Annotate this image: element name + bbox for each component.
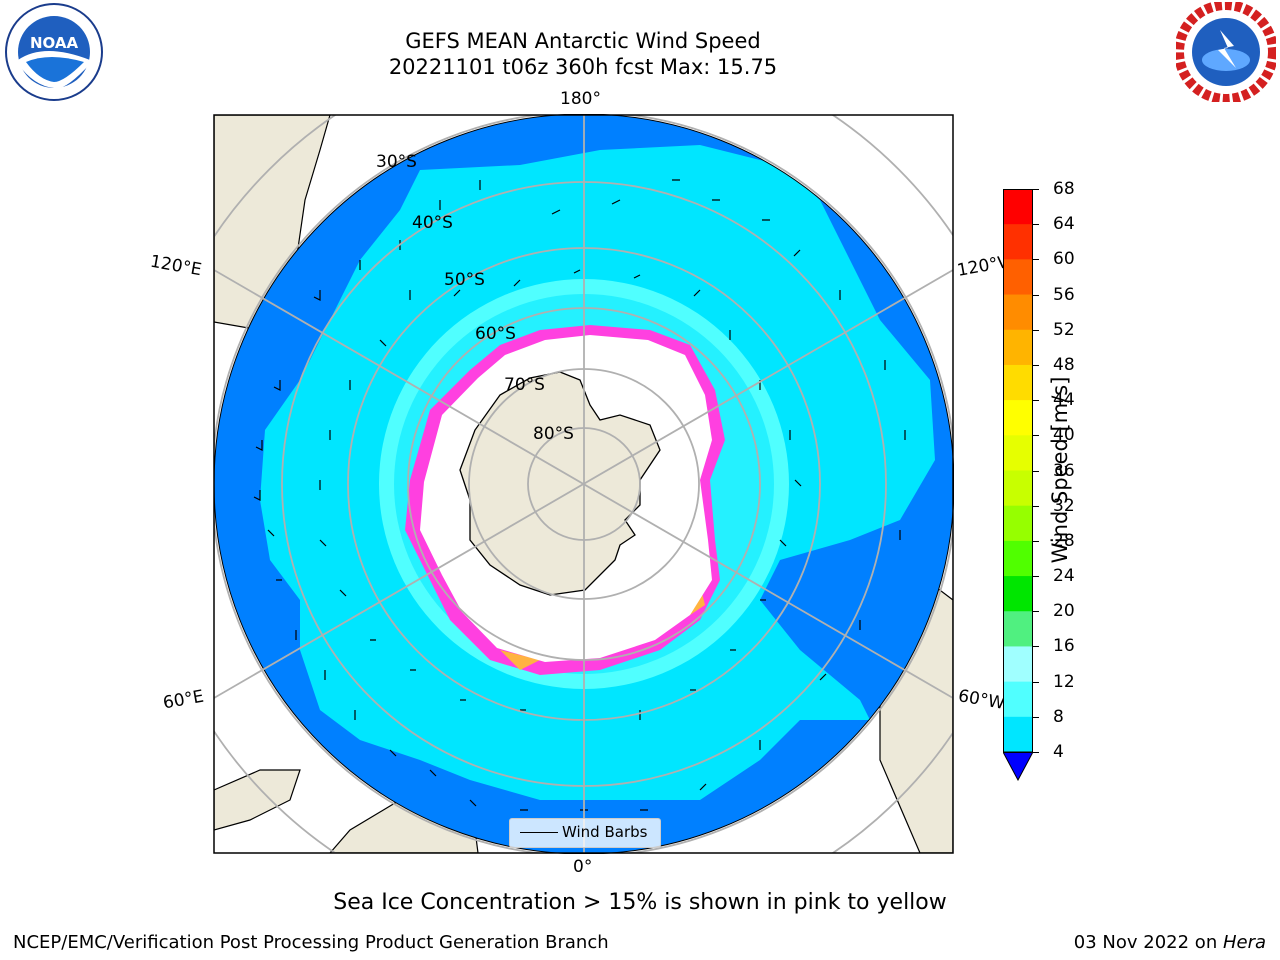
colorbar-tick-label: 32 (1053, 495, 1075, 516)
colorbar-segment (1003, 294, 1033, 331)
colorbar-segment (1003, 646, 1033, 683)
lat-label-30s: 30°S (376, 152, 417, 172)
colorbar-tick-label: 68 (1053, 179, 1075, 199)
colorbar-tick-label: 12 (1053, 671, 1075, 692)
colorbar-tick-mark (1033, 364, 1039, 366)
colorbar-tick-mark (1033, 259, 1039, 261)
colorbar-tick-mark (1033, 752, 1039, 753)
colorbar-segment (1003, 435, 1033, 471)
colorbar-tick-label: 64 (1053, 214, 1075, 235)
colorbar-segment (1003, 364, 1033, 401)
colorbar-tick-mark (1033, 189, 1039, 190)
legend-label: Wind Barbs (562, 823, 648, 841)
colorbar-segment (1003, 716, 1033, 753)
sea-ice-caption: Sea Ice Concentration > 15% is shown in … (333, 890, 947, 915)
wind-barbs-legend: Wind Barbs (509, 818, 661, 848)
svg-text:NOAA: NOAA (30, 34, 79, 52)
colorbar-segment (1003, 470, 1033, 507)
colorbar-tick-label: 36 (1053, 460, 1075, 481)
colorbar-segment (1003, 400, 1033, 436)
colorbar-segment (1003, 505, 1033, 542)
colorbar-tick-label: 24 (1053, 566, 1075, 587)
footer-date-text: 03 Nov 2022 on (1073, 932, 1223, 953)
colorbar-tick-label: 44 (1053, 390, 1075, 411)
lon-label-60e: 60°E (161, 686, 206, 714)
colorbar-tick-label: 40 (1053, 425, 1075, 446)
map-subtitle: 20221101 t06z 360h fcst Max: 15.75 (388, 55, 778, 79)
legend-line-icon (520, 832, 558, 833)
colorbar-tick-label: 20 (1053, 601, 1075, 622)
colorbar-extend-triangle (1002, 751, 1034, 782)
colorbar-tick-label: 8 (1053, 706, 1064, 727)
footer-branch: NCEP/EMC/Verification Post Processing Pr… (13, 932, 609, 953)
colorbar-tick-mark (1033, 435, 1039, 437)
antarctica-land (459, 371, 661, 596)
colorbar-tick-mark (1033, 294, 1039, 296)
colorbar-tick-label: 16 (1053, 636, 1075, 657)
lon-label-60w: 60°W (956, 686, 1007, 714)
colorbar-segment (1003, 576, 1033, 612)
lat-label-70s: 70°S (504, 375, 545, 395)
colorbar (1002, 189, 1034, 782)
colorbar-tick-label: 52 (1053, 319, 1075, 340)
colorbar-segment (1003, 224, 1033, 260)
colorbar-tick-label: 28 (1053, 530, 1075, 551)
colorbar-tick-label: 48 (1053, 354, 1075, 375)
lat-label-40s: 40°S (412, 213, 453, 233)
colorbar-tick-mark (1033, 329, 1039, 331)
lon-label-120e: 120°E (148, 251, 204, 281)
colorbar-tick-mark (1033, 400, 1039, 402)
colorbar-label: Wind Speed [m/s] (1048, 376, 1072, 564)
graticule (214, 115, 953, 853)
colorbar-tick-mark (1033, 576, 1039, 578)
colorbar-tick-label: 56 (1053, 284, 1075, 305)
colorbar-tick-mark (1033, 716, 1039, 718)
colorbar-segment (1003, 611, 1033, 647)
lat-label-60s: 60°S (475, 324, 516, 344)
footer-machine: Hera (1222, 932, 1266, 953)
lat-label-50s: 50°S (444, 270, 485, 290)
map-title: GEFS MEAN Antarctic Wind Speed (405, 29, 761, 53)
colorbar-tick-mark (1033, 681, 1039, 683)
colorbar-segment (1003, 189, 1033, 225)
colorbar-segment (1003, 681, 1033, 718)
colorbar-tick-mark (1033, 224, 1039, 226)
colorbar-segment (1003, 540, 1033, 577)
colorbar-tick-label: 60 (1053, 249, 1075, 270)
footer-date: 03 Nov 2022 on Hera (1074, 932, 1266, 953)
antarctic-map (213, 113, 955, 855)
colorbar-segment (1003, 259, 1033, 296)
colorbar-tick-mark (1033, 505, 1039, 507)
lon-label-0: 0° (573, 857, 593, 877)
colorbar-tick-mark (1033, 470, 1039, 472)
lon-label-180: 180° (560, 89, 601, 109)
lat-label-80s: 80°S (533, 424, 574, 444)
colorbar-tick-mark (1033, 540, 1039, 542)
colorbar-tick-mark (1033, 611, 1039, 613)
colorbar-tick-label: 4 (1053, 742, 1064, 762)
colorbar-outline (1003, 189, 1033, 753)
national-weather-service-logo-icon (1174, 0, 1278, 104)
noaa-logo-icon: NOAA (4, 2, 104, 102)
colorbar-segment (1003, 329, 1033, 366)
wind-barbs (253, 179, 906, 811)
colorbar-tick-mark (1033, 646, 1039, 648)
